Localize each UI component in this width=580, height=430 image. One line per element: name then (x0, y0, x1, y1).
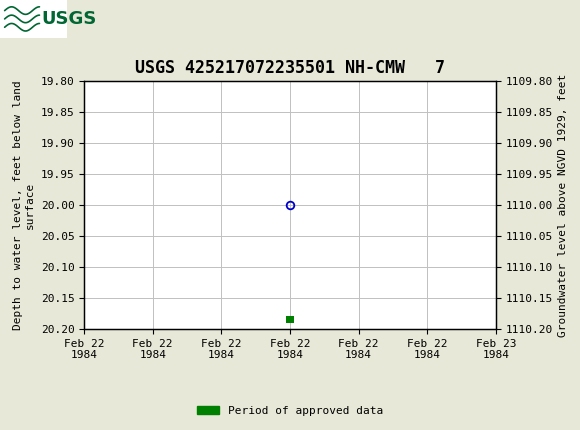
Text: USGS: USGS (42, 10, 97, 28)
Legend: Period of approved data: Period of approved data (193, 401, 387, 420)
Title: USGS 425217072235501 NH-CMW   7: USGS 425217072235501 NH-CMW 7 (135, 58, 445, 77)
Bar (0, 0, 67, 38)
Bar (287, 316, 293, 323)
Y-axis label: Depth to water level, feet below land
surface: Depth to water level, feet below land su… (13, 80, 35, 330)
Y-axis label: Groundwater level above NGVD 1929, feet: Groundwater level above NGVD 1929, feet (559, 73, 568, 337)
